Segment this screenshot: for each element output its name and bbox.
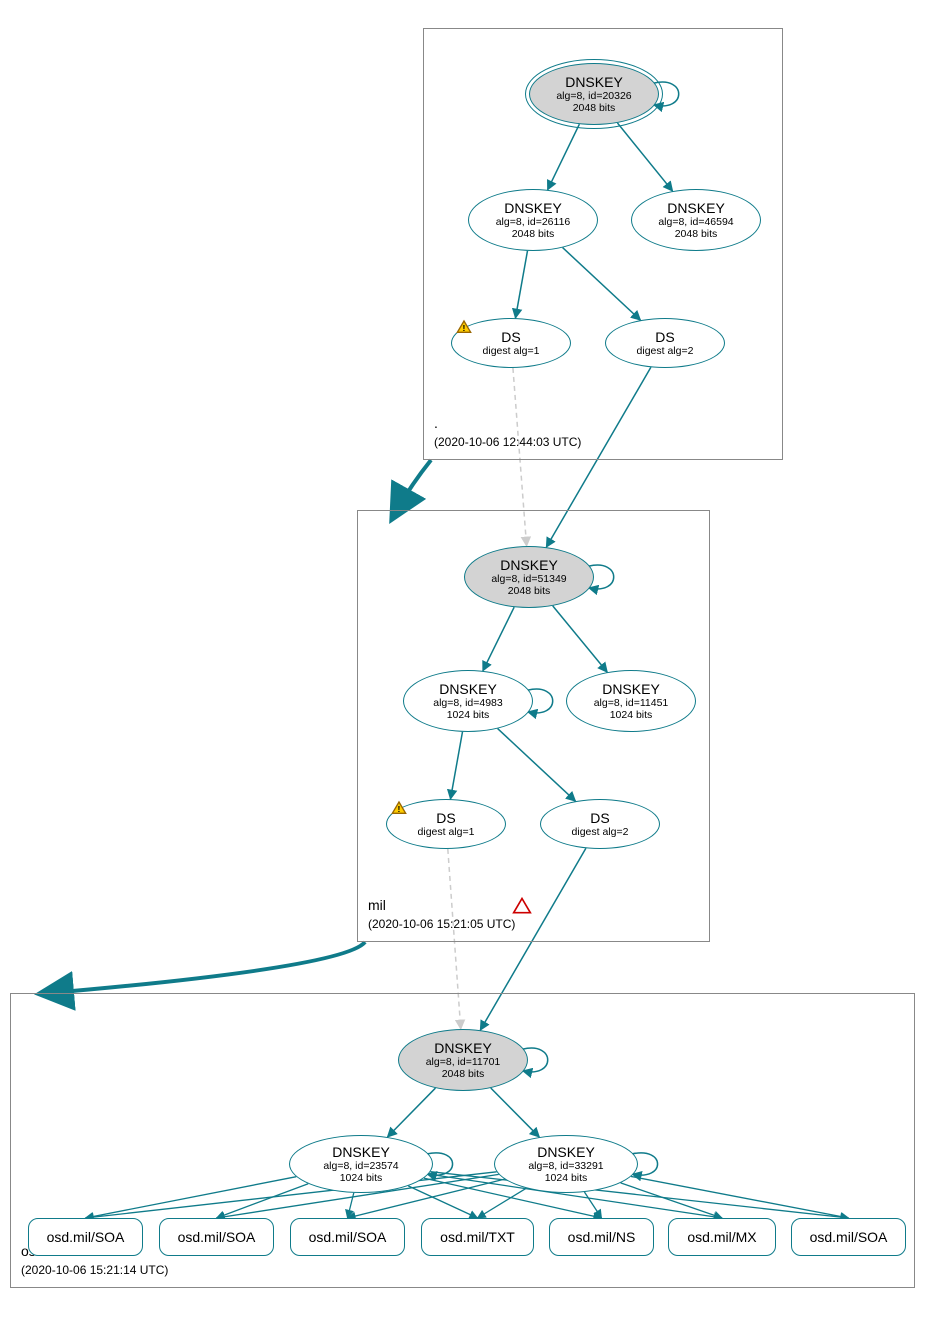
record-label: osd.mil/SOA xyxy=(47,1229,125,1245)
node-title: DNSKEY xyxy=(500,557,558,573)
node-title: DNSKEY xyxy=(439,681,497,697)
node-mil_4983: DNSKEYalg=8, id=49831024 bits xyxy=(403,670,533,732)
node-sub1: digest alg=2 xyxy=(637,345,694,357)
node-sub1: alg=8, id=51349 xyxy=(491,573,566,585)
node-sub1: digest alg=1 xyxy=(418,826,475,838)
node-sub1: alg=8, id=11451 xyxy=(594,697,669,709)
node-sub2: 1024 bits xyxy=(545,1172,588,1184)
node-root_ksk: DNSKEYalg=8, id=203262048 bits xyxy=(529,63,659,125)
record-label: osd.mil/SOA xyxy=(810,1229,888,1245)
node-sub1: digest alg=2 xyxy=(572,826,629,838)
node-sub2: 2048 bits xyxy=(675,228,718,240)
node-title: DNSKEY xyxy=(332,1144,390,1160)
node-root_46594: DNSKEYalg=8, id=465942048 bits xyxy=(631,189,761,251)
node-osd_23574: DNSKEYalg=8, id=235741024 bits xyxy=(289,1135,433,1193)
node-root_ds2: DSdigest alg=2 xyxy=(605,318,725,368)
zone-time: (2020-10-06 15:21:14 UTC) xyxy=(21,1263,168,1277)
node-sub2: 1024 bits xyxy=(340,1172,383,1184)
node-title: DNSKEY xyxy=(565,74,623,90)
node-title: DNSKEY xyxy=(434,1040,492,1056)
node-title: DS xyxy=(655,329,674,345)
node-title: DS! xyxy=(501,329,520,345)
node-title: DNSKEY xyxy=(602,681,660,697)
node-sub1: alg=8, id=4983 xyxy=(433,697,502,709)
record-6: osd.mil/SOA xyxy=(791,1218,906,1256)
node-sub1: digest alg=1 xyxy=(483,345,540,357)
zone-label: . xyxy=(434,415,438,431)
node-sub2: 1024 bits xyxy=(610,709,653,721)
node-sub1: alg=8, id=20326 xyxy=(556,90,631,102)
node-sub1: alg=8, id=33291 xyxy=(528,1160,603,1172)
record-0: osd.mil/SOA xyxy=(28,1218,143,1256)
node-sub2: 2048 bits xyxy=(573,102,616,114)
node-osd_ksk: DNSKEYalg=8, id=117012048 bits xyxy=(398,1029,528,1091)
node-sub2: 2048 bits xyxy=(442,1068,485,1080)
record-label: osd.mil/TXT xyxy=(440,1229,515,1245)
record-3: osd.mil/TXT xyxy=(421,1218,534,1256)
node-sub1: alg=8, id=11701 xyxy=(426,1056,501,1068)
record-2: osd.mil/SOA xyxy=(290,1218,405,1256)
node-mil_ksk: DNSKEYalg=8, id=513492048 bits xyxy=(464,546,594,608)
record-5: osd.mil/MX xyxy=(668,1218,776,1256)
node-sub2: 1024 bits xyxy=(447,709,490,721)
node-title: DS! xyxy=(436,810,455,826)
node-title: DNSKEY xyxy=(537,1144,595,1160)
record-4: osd.mil/NS xyxy=(549,1218,654,1256)
node-sub2: 2048 bits xyxy=(512,228,555,240)
node-title: DNSKEY xyxy=(504,200,562,216)
node-mil_11451: DNSKEYalg=8, id=114511024 bits xyxy=(566,670,696,732)
node-title: DNSKEY xyxy=(667,200,725,216)
node-mil_ds1: DS!digest alg=1 xyxy=(386,799,506,849)
record-label: osd.mil/NS xyxy=(568,1229,636,1245)
record-label: osd.mil/MX xyxy=(687,1229,756,1245)
node-osd_33291: DNSKEYalg=8, id=332911024 bits xyxy=(494,1135,638,1193)
zone-time: (2020-10-06 15:21:05 UTC) xyxy=(368,917,515,931)
node-sub1: alg=8, id=26116 xyxy=(496,216,571,228)
node-sub2: 2048 bits xyxy=(508,585,551,597)
zone-label: mil xyxy=(368,897,386,913)
node-sub1: alg=8, id=23574 xyxy=(323,1160,398,1172)
record-label: osd.mil/SOA xyxy=(309,1229,387,1245)
record-1: osd.mil/SOA xyxy=(159,1218,274,1256)
node-mil_ds2: DSdigest alg=2 xyxy=(540,799,660,849)
node-root_ds1: DS!digest alg=1 xyxy=(451,318,571,368)
node-title: DS xyxy=(590,810,609,826)
node-root_26116: DNSKEYalg=8, id=261162048 bits xyxy=(468,189,598,251)
node-sub1: alg=8, id=46594 xyxy=(658,216,733,228)
record-label: osd.mil/SOA xyxy=(178,1229,256,1245)
zone-time: (2020-10-06 12:44:03 UTC) xyxy=(434,435,581,449)
